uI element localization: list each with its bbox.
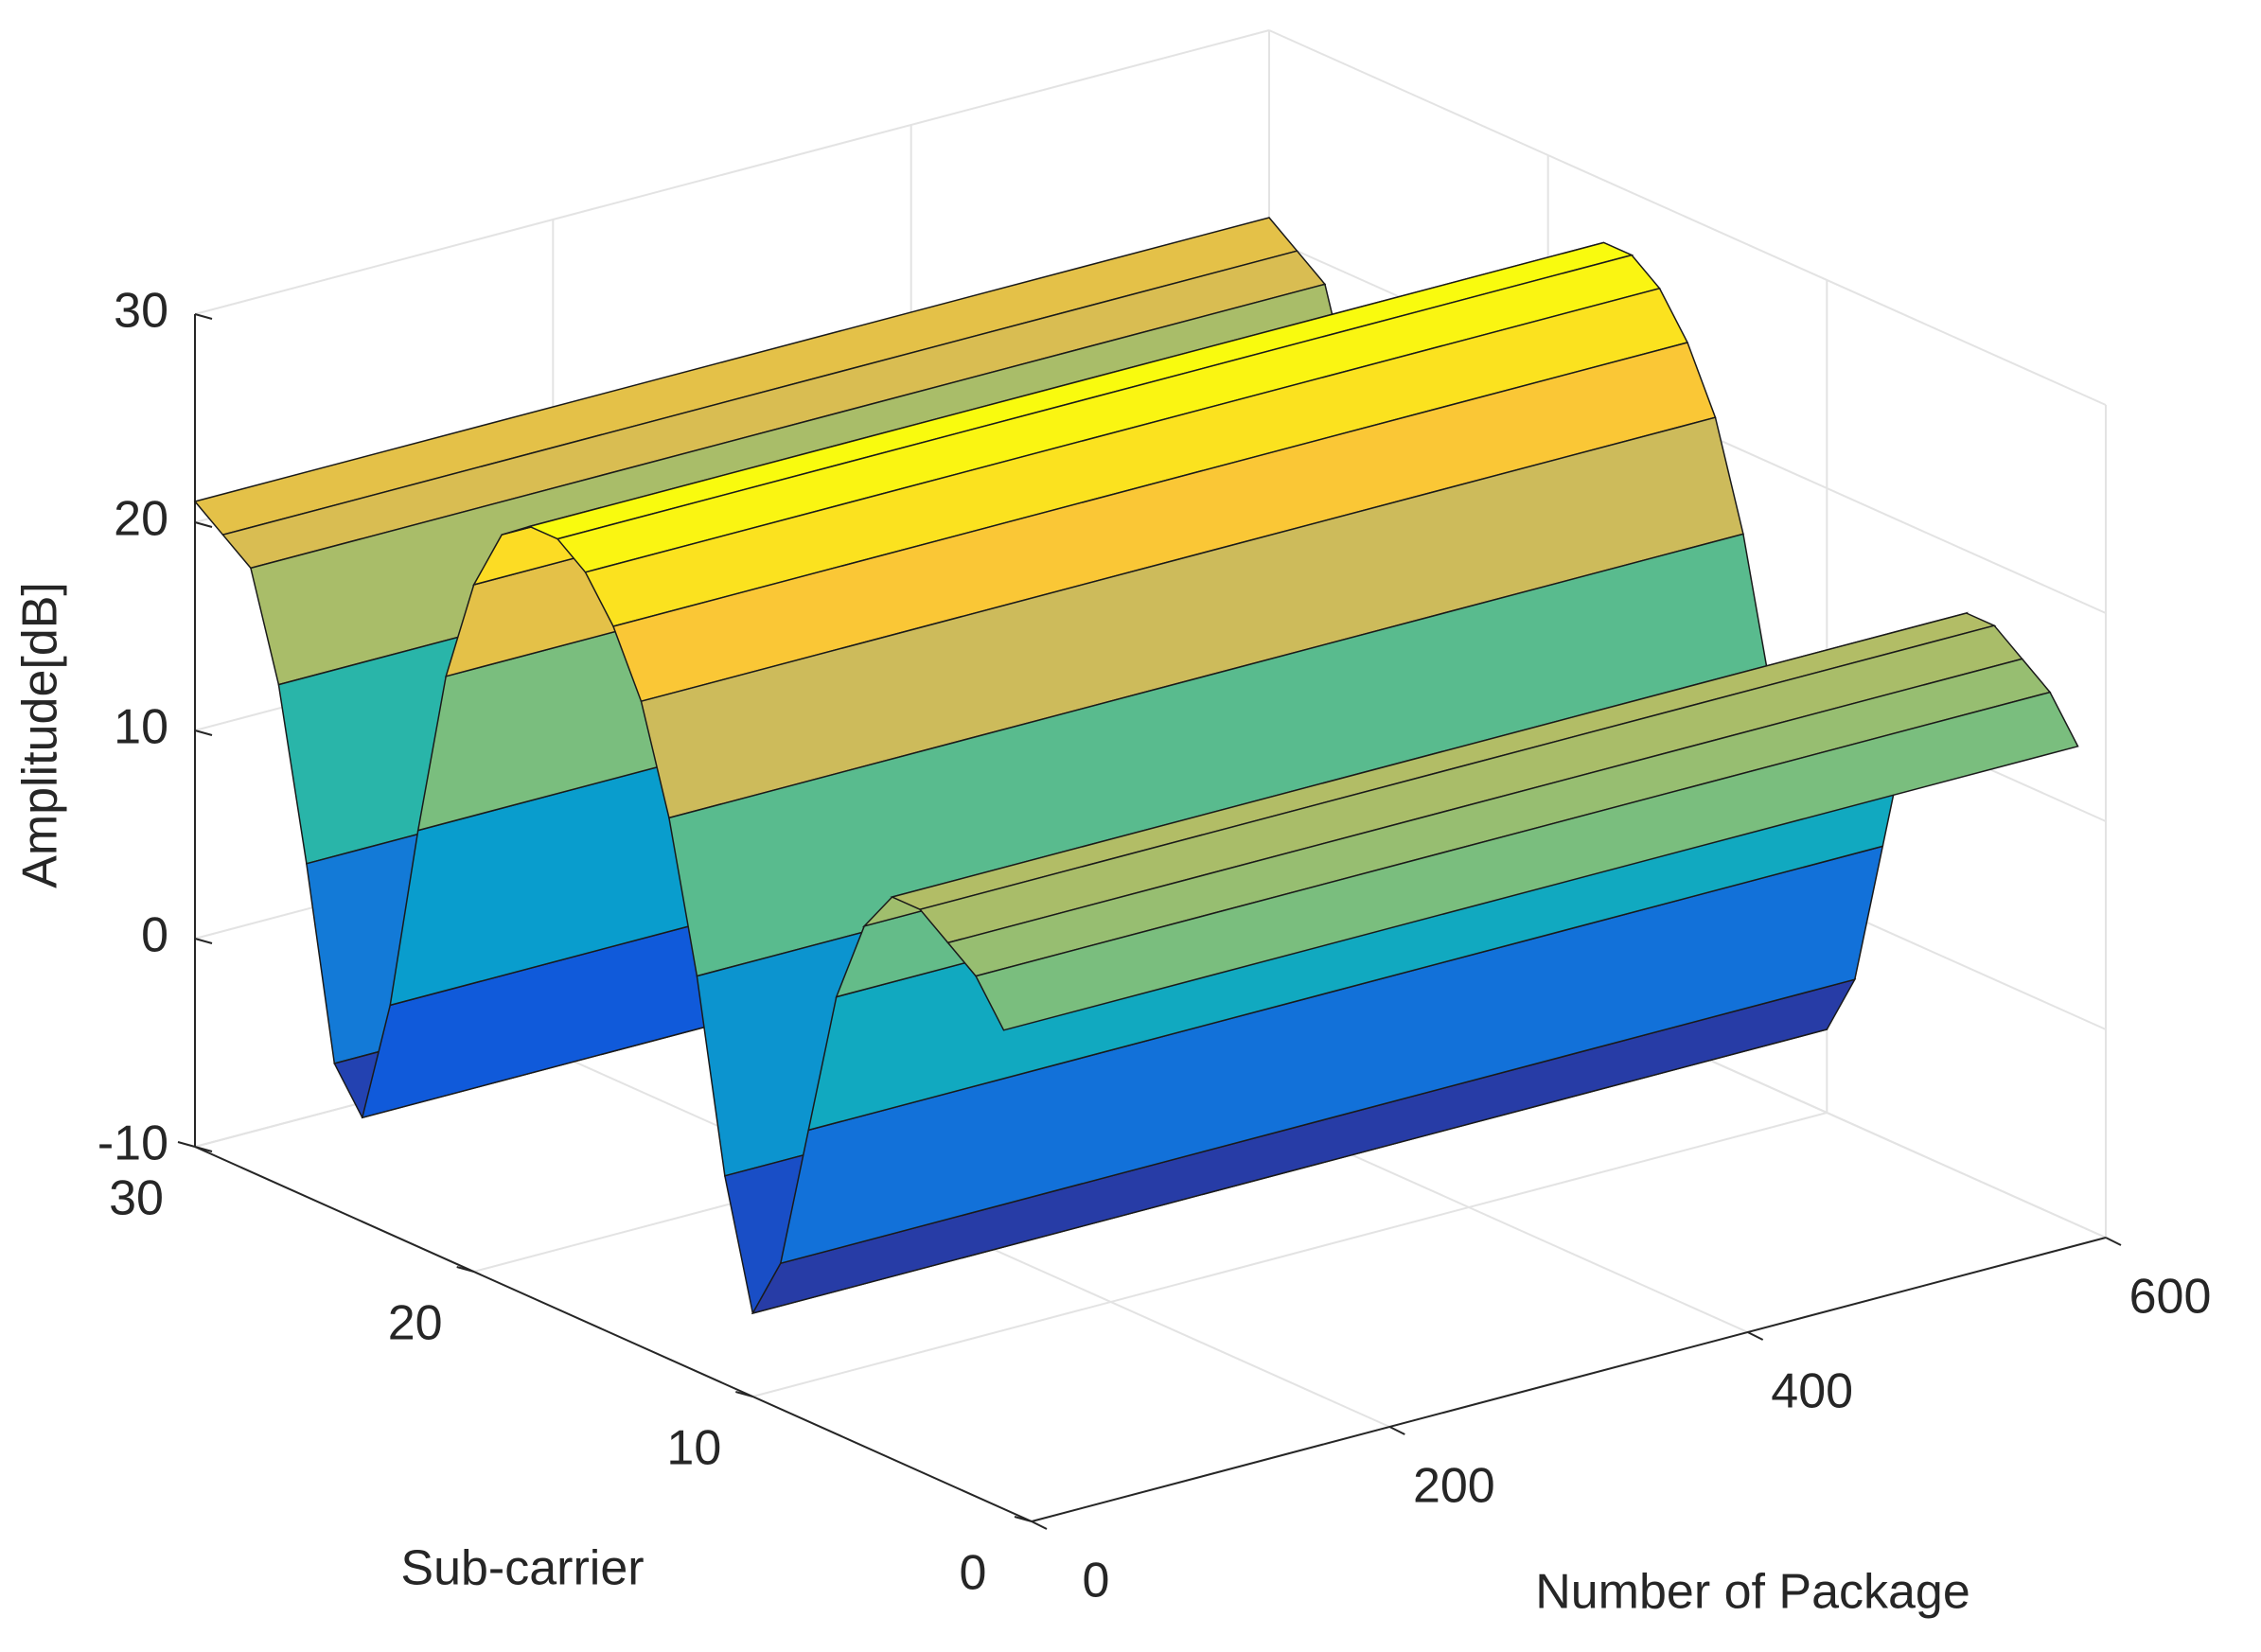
tick-mark xyxy=(456,1266,474,1273)
z-tick-label: -10 xyxy=(97,1116,168,1171)
tick-mark xyxy=(2105,1237,2122,1246)
tick-mark xyxy=(1747,1331,1764,1341)
z-tick-label: 10 xyxy=(114,700,168,755)
y-tick-label: 10 xyxy=(666,1421,721,1476)
axis-line xyxy=(194,1146,1033,1522)
y-tick-label: 30 xyxy=(109,1171,164,1226)
x-tick-label: 200 xyxy=(1413,1459,1495,1514)
tick-mark xyxy=(177,1141,196,1148)
x-axis-label: Number of Package xyxy=(1535,1565,1970,1620)
tick-mark xyxy=(194,1146,213,1152)
x-tick-label: 400 xyxy=(1771,1364,1853,1419)
tick-mark xyxy=(1031,1520,1048,1530)
y-tick-label: 20 xyxy=(388,1296,443,1351)
tick-mark xyxy=(194,521,213,528)
surface-strip xyxy=(974,691,2079,1031)
grid-line xyxy=(752,1112,1828,1397)
grid-line xyxy=(194,29,1270,315)
axis-line xyxy=(1031,1237,2107,1522)
x-tick-label: 0 xyxy=(1083,1554,1110,1608)
tick-mark xyxy=(1388,1426,1405,1435)
tick-mark xyxy=(1014,1516,1033,1522)
tick-mark xyxy=(735,1391,753,1397)
z-tick-label: 0 xyxy=(141,908,168,963)
x-tick-label: 600 xyxy=(2129,1270,2212,1325)
y-axis-label: Sub-carrier xyxy=(400,1541,644,1596)
tick-mark xyxy=(194,729,213,736)
tick-mark xyxy=(194,938,213,944)
y-tick-label: 0 xyxy=(960,1546,987,1601)
z-tick-label: 30 xyxy=(114,284,168,339)
surface xyxy=(193,217,2079,1315)
z-axis-label: Amplitude[dB] xyxy=(13,582,68,888)
tick-mark xyxy=(194,313,213,320)
z-tick-label: 20 xyxy=(114,492,168,547)
grid-line xyxy=(1268,29,2107,406)
